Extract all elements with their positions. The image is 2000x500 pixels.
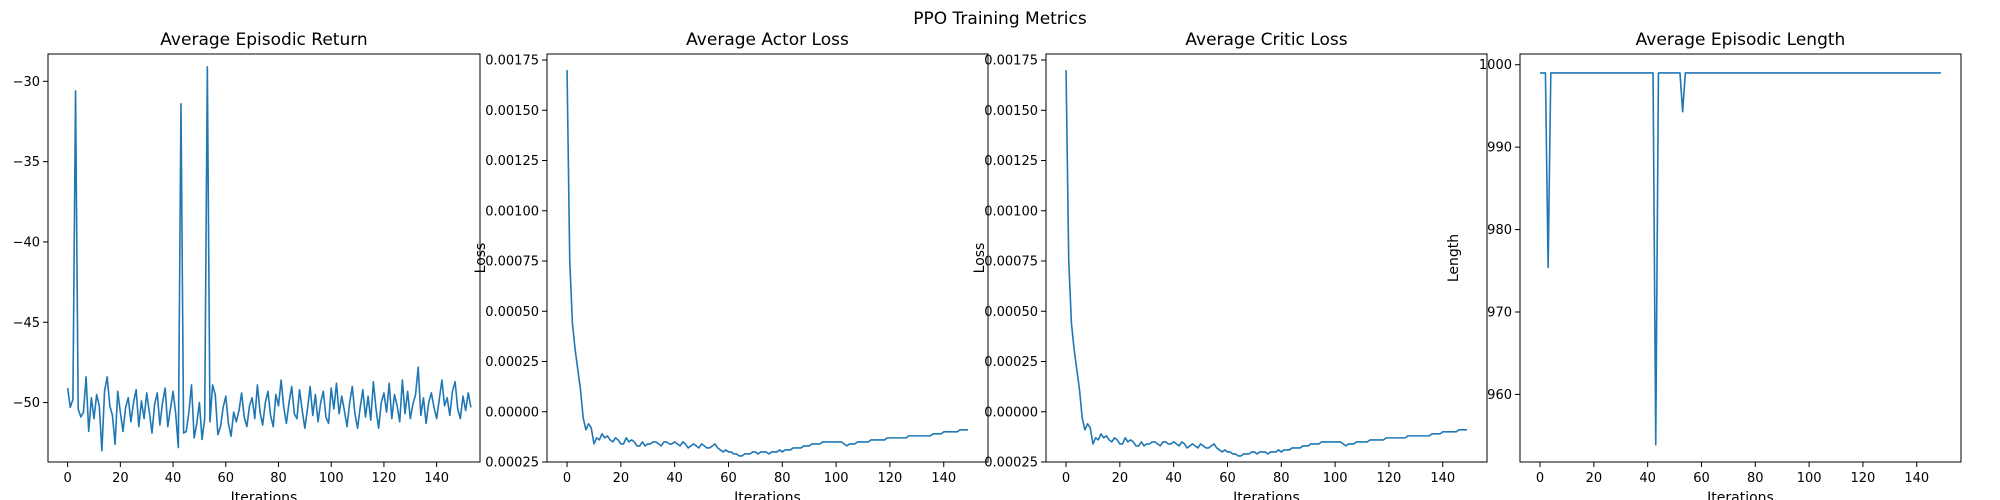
- y-tick-label: 0.00175: [485, 54, 539, 69]
- x-axis-label: Iterations: [1707, 490, 1774, 500]
- panel-title: Average Actor Loss: [686, 30, 849, 50]
- series-line: [1540, 72, 1941, 446]
- chart-panels: 0 20 40 60 80 100 120 140 −50 −45 −40 −35 −30 Average…: [13, 30, 1962, 500]
- x-axis-label: Iterations: [734, 490, 801, 500]
- y-tick-label: 0.00025: [984, 355, 1038, 370]
- x-tick-label: 60: [720, 471, 737, 486]
- x-tick-label: 60: [218, 471, 235, 486]
- x-tick-label: 20: [112, 471, 129, 486]
- x-tick-label: 80: [774, 471, 791, 486]
- y-tick-label: −35: [13, 155, 40, 170]
- y-tick-label: 0.00100: [485, 204, 539, 219]
- x-tick-label: 40: [666, 471, 683, 486]
- y-tick-label: −30: [13, 75, 40, 90]
- x-tick-label: 120: [1377, 471, 1402, 486]
- x-tick-label: 100: [1323, 471, 1348, 486]
- y-tick-label: 0.00025: [984, 456, 1038, 471]
- x-tick-label: 0: [563, 471, 571, 486]
- y-tick-label: 1000: [1479, 58, 1512, 73]
- x-tick-label: 100: [824, 471, 849, 486]
- x-axis-label: Iterations: [231, 490, 298, 500]
- y-tick-label: −40: [13, 235, 40, 250]
- chart-panel-4: 0 20 40 60 80 100 120 140 960 970 980 990 1000 Averag…: [1446, 30, 1962, 500]
- y-axis-label: Length: [1446, 234, 1462, 282]
- chart-panel-1: 0 20 40 60 80 100 120 140 −50 −45 −40 −35 −30 Average…: [13, 30, 481, 500]
- y-tick-label: 0.00075: [485, 255, 539, 270]
- x-tick-label: 100: [1797, 471, 1822, 486]
- figure-suptitle: PPO Training Metrics: [913, 9, 1087, 29]
- y-tick-label: 980: [1487, 223, 1512, 238]
- x-tick-label: 100: [319, 471, 344, 486]
- x-tick-label: 40: [1639, 471, 1656, 486]
- y-axis-label: Loss: [473, 243, 489, 274]
- x-tick-label: 40: [165, 471, 182, 486]
- y-tick-label: 0.00150: [984, 104, 1038, 119]
- x-tick-label: 0: [63, 471, 71, 486]
- y-tick-label: 0.00000: [984, 405, 1038, 420]
- y-tick-label: 990: [1487, 141, 1512, 156]
- y-tick-label: 0.00125: [485, 154, 539, 169]
- x-tick-label: 80: [1747, 471, 1764, 486]
- plot-frame: [1045, 53, 1488, 463]
- series-line: [566, 70, 968, 457]
- x-tick-label: 40: [1165, 471, 1182, 486]
- x-tick-label: 140: [1904, 471, 1929, 486]
- x-tick-label: 80: [1273, 471, 1290, 486]
- x-tick-label: 60: [1219, 471, 1236, 486]
- y-tick-label: 0.00075: [984, 255, 1038, 270]
- y-tick-label: 0.00125: [984, 154, 1038, 169]
- y-tick-label: 0.00050: [485, 305, 539, 320]
- y-tick-label: 0.00175: [984, 54, 1038, 69]
- y-tick-label: 970: [1487, 305, 1512, 320]
- x-tick-label: 0: [1536, 471, 1544, 486]
- x-tick-label: 20: [1586, 471, 1603, 486]
- x-tick-label: 120: [878, 471, 903, 486]
- series-line: [1065, 70, 1467, 457]
- panel-title: Average Episodic Return: [160, 30, 367, 50]
- x-tick-label: 120: [1851, 471, 1876, 486]
- x-tick-label: 140: [424, 471, 449, 486]
- chart-panel-3: 0 20 40 60 80 100 120 140 0.00025 0.00000 0.00025 0…: [972, 30, 1488, 500]
- panel-title: Average Critic Loss: [1185, 30, 1347, 50]
- y-tick-label: 0.00025: [485, 355, 539, 370]
- x-tick-label: 140: [931, 471, 956, 486]
- x-tick-label: 140: [1430, 471, 1455, 486]
- x-tick-label: 120: [372, 471, 397, 486]
- y-tick-label: 0.00100: [984, 204, 1038, 219]
- y-tick-label: 0.00050: [984, 305, 1038, 320]
- x-tick-label: 20: [613, 471, 630, 486]
- y-tick-label: 960: [1487, 388, 1512, 403]
- series-line: [66, 66, 472, 452]
- y-tick-label: −50: [13, 396, 40, 411]
- plot-frame: [546, 53, 989, 463]
- x-tick-label: 20: [1112, 471, 1129, 486]
- x-tick-label: 0: [1062, 471, 1070, 486]
- plot-frame: [1519, 53, 1962, 463]
- panel-title: Average Episodic Length: [1636, 30, 1846, 50]
- y-axis-label: Loss: [972, 243, 988, 274]
- y-tick-label: 0.00150: [485, 104, 539, 119]
- y-tick-label: 0.00000: [485, 405, 539, 420]
- x-axis-label: Iterations: [1233, 490, 1300, 500]
- plot-frame: [47, 53, 481, 463]
- chart-panel-2: 0 20 40 60 80 100 120 140 0.00025 0.00000 0.00025 0…: [473, 30, 989, 500]
- y-tick-label: −45: [13, 316, 40, 331]
- x-tick-label: 80: [270, 471, 287, 486]
- x-tick-label: 60: [1693, 471, 1710, 486]
- y-tick-label: 0.00025: [485, 456, 539, 471]
